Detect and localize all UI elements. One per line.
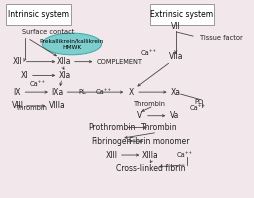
Text: Fibrin monomer: Fibrin monomer — [130, 137, 190, 146]
Text: Ca⁺⁺: Ca⁺⁺ — [190, 105, 206, 111]
Text: VIIa: VIIa — [168, 52, 183, 61]
Text: Intrinsic system: Intrinsic system — [8, 10, 69, 19]
Text: Thrombin: Thrombin — [141, 123, 178, 132]
Text: COMPLEMENT: COMPLEMENT — [97, 59, 142, 65]
Text: Cross-linked fibrin: Cross-linked fibrin — [116, 164, 186, 173]
Ellipse shape — [42, 33, 102, 55]
Text: Va: Va — [170, 111, 179, 120]
FancyBboxPatch shape — [150, 4, 214, 25]
Text: Thrombin: Thrombin — [134, 101, 166, 107]
Text: VIII: VIII — [11, 101, 23, 110]
Text: VIIIa: VIIIa — [49, 101, 66, 110]
Text: PL: PL — [78, 89, 86, 95]
Text: Surface contact: Surface contact — [22, 29, 75, 35]
Text: Prothrombin: Prothrombin — [88, 123, 135, 132]
Text: IXa: IXa — [51, 88, 63, 97]
Text: Ca⁺⁺: Ca⁺⁺ — [176, 152, 192, 158]
Text: Ca⁺⁺: Ca⁺⁺ — [96, 89, 112, 95]
Text: Ca⁺⁺: Ca⁺⁺ — [29, 81, 45, 87]
Text: V: V — [137, 111, 142, 120]
Text: X: X — [129, 88, 134, 97]
Text: XIIIa: XIIIa — [141, 150, 158, 160]
Text: Tissue factor: Tissue factor — [200, 35, 243, 41]
Text: Thrombin: Thrombin — [16, 105, 48, 111]
Text: XIa: XIa — [58, 71, 71, 80]
FancyBboxPatch shape — [6, 4, 71, 25]
Text: PL: PL — [194, 99, 202, 105]
Text: XIII: XIII — [105, 150, 117, 160]
Text: XIIa: XIIa — [57, 57, 72, 66]
Text: Xa: Xa — [171, 88, 181, 97]
Text: XI: XI — [21, 71, 29, 80]
Text: Extrinsic system: Extrinsic system — [150, 10, 214, 19]
Text: Prekallikrein/kallikrein
HMWK: Prekallikrein/kallikrein HMWK — [40, 38, 104, 50]
Text: XII: XII — [13, 57, 22, 66]
Text: VII: VII — [171, 22, 181, 31]
Text: Fibrinogen: Fibrinogen — [91, 137, 132, 146]
Text: IX: IX — [14, 88, 21, 97]
Text: Ca⁺⁺: Ca⁺⁺ — [140, 50, 156, 56]
